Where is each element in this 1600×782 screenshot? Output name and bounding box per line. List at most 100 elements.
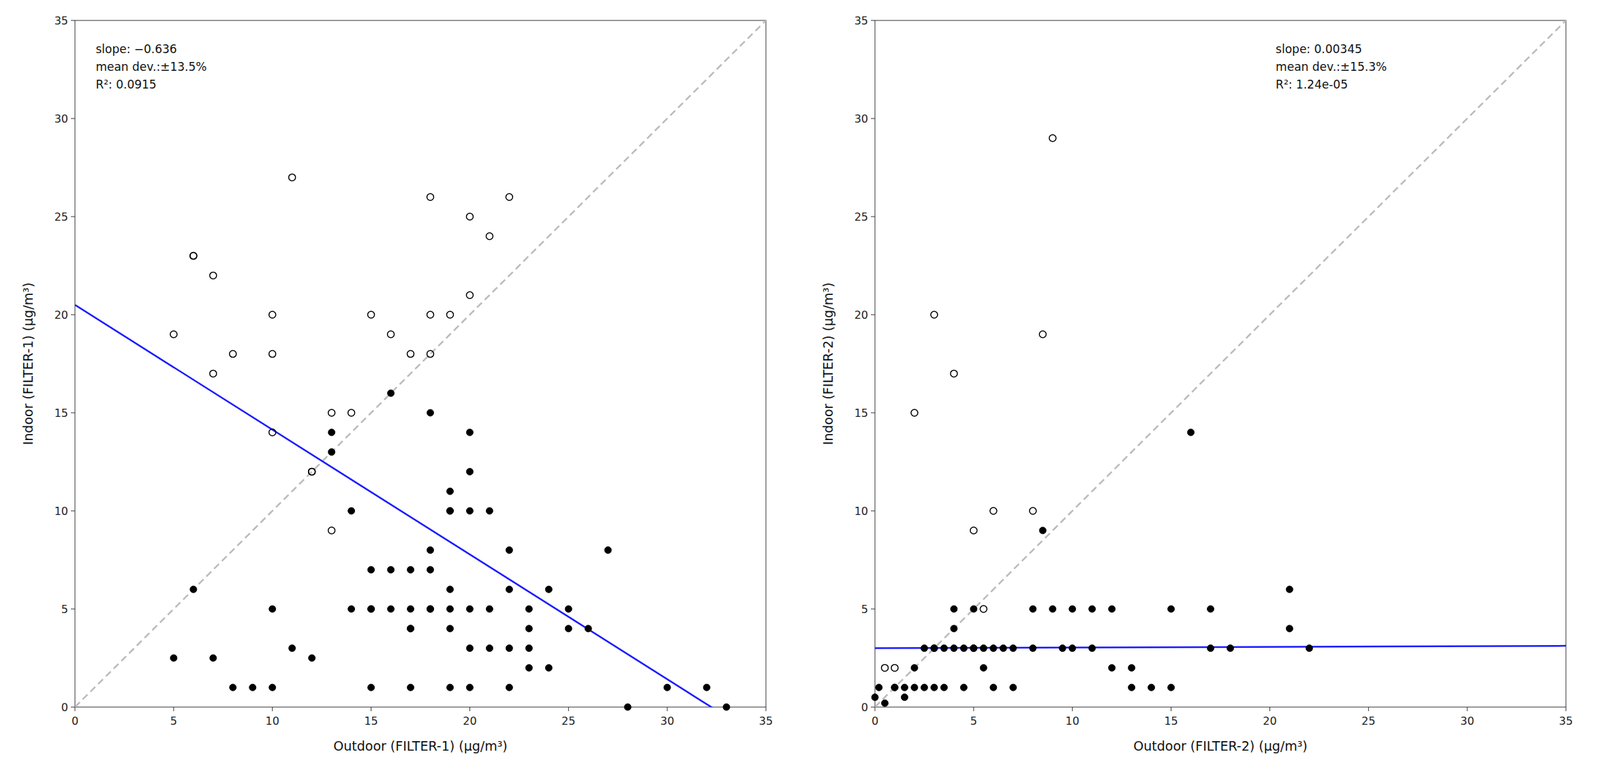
filled-point xyxy=(288,645,296,653)
y-tick-label: 10 xyxy=(854,504,869,518)
filled-point xyxy=(446,605,454,613)
y-tick xyxy=(870,511,875,512)
filled-point xyxy=(466,645,473,653)
open-point xyxy=(1029,507,1037,515)
y-tick-label: 35 xyxy=(54,14,69,28)
filled-point xyxy=(940,645,948,653)
filled-point xyxy=(446,586,454,593)
filled-point xyxy=(407,684,415,691)
open-point xyxy=(950,370,958,377)
filled-point xyxy=(930,684,938,691)
filled-point xyxy=(1167,605,1175,613)
open-point xyxy=(446,311,454,319)
y-tick xyxy=(70,412,75,414)
filled-point xyxy=(505,645,513,653)
open-point xyxy=(308,468,316,475)
filled-point xyxy=(426,605,434,613)
filled-point xyxy=(1167,684,1175,691)
filled-point xyxy=(663,684,671,691)
open-point xyxy=(328,409,336,417)
y-tick xyxy=(70,707,75,709)
filled-point xyxy=(960,645,967,653)
reference-line xyxy=(74,20,766,708)
filled-point xyxy=(525,625,533,633)
y-tick xyxy=(870,707,875,709)
filled-point xyxy=(881,699,888,707)
plot-frame xyxy=(874,20,1566,708)
filled-point xyxy=(970,645,978,653)
filled-point xyxy=(426,605,434,613)
filled-point xyxy=(900,684,908,691)
filled-point xyxy=(604,547,612,555)
x-tick xyxy=(1565,707,1567,712)
filled-point xyxy=(485,645,493,653)
filled-point xyxy=(1285,625,1293,633)
x-tick xyxy=(74,707,76,712)
filled-point xyxy=(1128,684,1136,691)
filled-point xyxy=(979,664,987,672)
y-tick-label: 5 xyxy=(861,603,869,617)
y-tick xyxy=(870,20,875,22)
figure: 0510152025303505101520253035Outdoor (FIL… xyxy=(0,0,1600,782)
filled-point xyxy=(407,566,415,574)
filled-point xyxy=(525,664,533,672)
filled-point xyxy=(426,409,434,417)
y-tick xyxy=(70,609,75,610)
filled-point xyxy=(1285,586,1293,593)
filled-point xyxy=(407,625,415,633)
filled-point xyxy=(170,654,178,662)
filled-point xyxy=(940,684,948,691)
filled-point xyxy=(466,605,473,613)
y-tick-label: 20 xyxy=(854,308,869,322)
filled-point xyxy=(446,625,454,633)
filled-point xyxy=(328,429,336,437)
filled-point xyxy=(564,605,572,613)
filled-point xyxy=(446,507,454,515)
filled-point xyxy=(466,684,473,691)
filled-point xyxy=(1148,684,1156,691)
lines xyxy=(874,20,1566,708)
filled-point xyxy=(367,605,375,613)
y-tick xyxy=(870,412,875,414)
filled-point xyxy=(950,625,958,633)
y-tick xyxy=(870,314,875,316)
filled-point xyxy=(545,586,552,593)
y-axis-label: Indoor (FILTER-1) (μg/m³) xyxy=(20,282,36,446)
filled-point xyxy=(387,605,395,613)
filled-point xyxy=(466,507,473,515)
open-point xyxy=(170,331,178,338)
lines xyxy=(74,20,766,708)
x-tick-label: 10 xyxy=(1065,714,1080,728)
y-tick-label: 30 xyxy=(854,112,869,126)
x-tick xyxy=(568,707,569,712)
open-point xyxy=(328,527,336,535)
filled-point xyxy=(930,645,938,653)
y-tick-label: 25 xyxy=(854,210,869,224)
x-tick-label: 35 xyxy=(759,714,773,728)
filled-point xyxy=(348,507,356,515)
x-tick-label: 15 xyxy=(1163,714,1178,728)
filled-point xyxy=(624,703,632,711)
annotation: slope: −0.636 xyxy=(95,42,177,56)
open-point xyxy=(426,311,434,319)
filled-point xyxy=(446,507,454,515)
y-axis-label: Indoor (FILTER-2) (μg/m³) xyxy=(820,282,836,446)
filled-point xyxy=(466,468,473,475)
x-axis-label: Outdoor (FILTER-2) (μg/m³) xyxy=(1133,738,1307,754)
y-tick xyxy=(70,314,75,316)
open-point xyxy=(229,350,237,358)
x-tick xyxy=(271,707,273,712)
filled-point xyxy=(950,645,958,653)
filled-point xyxy=(1207,605,1215,613)
filled-point xyxy=(1088,605,1096,613)
filled-point xyxy=(1049,605,1057,613)
open-point xyxy=(1049,134,1057,142)
open-point xyxy=(881,664,888,672)
open-point xyxy=(269,311,276,319)
filled-point xyxy=(960,684,967,691)
y-tick xyxy=(70,511,75,512)
filled-point xyxy=(387,389,395,397)
x-tick-label: 5 xyxy=(170,714,178,728)
filled-point xyxy=(930,645,938,653)
panel: 0510152025303505101520253035Outdoor (FIL… xyxy=(20,14,773,755)
